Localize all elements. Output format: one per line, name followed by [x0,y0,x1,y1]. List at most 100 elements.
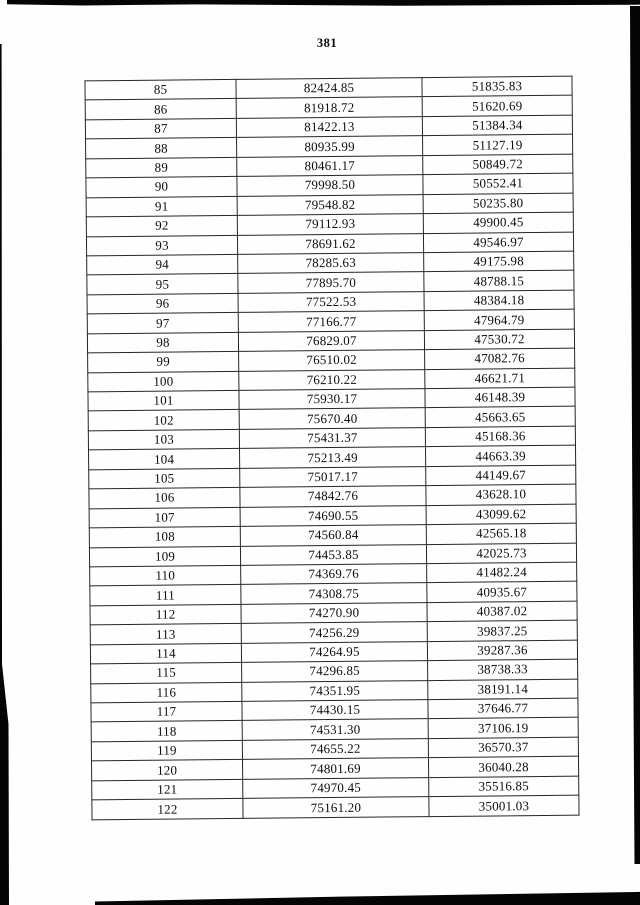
table-cell: 48788.15 [423,270,574,292]
table-cell: 47530.72 [424,328,575,350]
table-cell: 122 [91,798,244,820]
table-cell: 38738.33 [427,659,578,681]
table-cell: 45663.65 [425,406,576,428]
table-cell: 94 [86,254,238,276]
table-cell: 79112.93 [237,213,424,235]
table-cell: 88 [85,137,237,159]
table-cell: 76829.07 [238,330,425,352]
table-cell: 115 [90,662,242,684]
table-body: 85 82424.85 51835.83 86 81918.72 51620.69 87 81… [84,76,580,820]
scan-artifact-right-edge [630,6,640,864]
table-cell: 98 [87,332,239,353]
table-cell: 47964.79 [424,309,575,331]
table-cell: 118 [91,720,243,742]
table-cell: 95 [86,273,239,295]
table-cell: 78691.62 [237,233,424,255]
table-cell: 74369.76 [240,563,427,585]
table-cell: 74256.29 [241,621,428,644]
table-cell: 116 [90,681,242,703]
table-cell: 93 [86,234,238,256]
table-cell: 44149.67 [425,464,576,486]
table-cell: 74801.69 [242,757,429,780]
table-cell: 77166.77 [238,310,425,333]
table-cell: 36040.28 [428,756,579,778]
table-cell: 46621.71 [424,367,575,389]
table-cell: 104 [88,448,240,470]
table-cell: 39837.25 [427,620,578,642]
table-cell: 48384.18 [424,289,575,311]
table-cell: 90 [85,176,238,198]
table-cell: 77895.70 [237,271,425,294]
table-cell: 74655.22 [242,738,429,760]
table-cell: 74560.84 [240,524,427,546]
table-cell: 77522.53 [238,291,425,313]
table-cell: 74430.15 [241,699,429,721]
table-cell: 50235.80 [423,192,574,214]
table-cell: 39287.36 [427,639,578,661]
data-table: 85 82424.85 51835.83 86 81918.72 51620.69 87 81… [84,76,580,821]
table-cell: 87 [85,118,237,140]
table-cell: 40387.02 [426,600,578,622]
table-cell: 37646.77 [427,698,579,720]
table-cell: 74970.45 [242,777,429,799]
table-cell: 103 [88,429,240,451]
table-cell: 80935.99 [236,135,423,158]
table-cell: 82424.85 [235,77,423,99]
table-cell: 76210.22 [238,369,425,391]
table-row: 122 75161.20 35001.03 [91,795,580,820]
table-cell: 80461.17 [236,155,423,177]
table-cell: 51384.34 [422,115,573,136]
table-cell: 74264.95 [241,641,428,663]
table-cell: 74270.90 [240,602,428,624]
table-cell: 43099.62 [426,503,577,525]
table-cell: 113 [90,623,242,645]
table-cell: 101 [87,390,240,412]
table-cell: 38191.14 [427,678,578,700]
table-cell: 74296.85 [241,660,428,682]
table-cell: 37106.19 [428,717,579,739]
table-cell: 35516.85 [428,775,579,797]
table-cell: 99 [87,351,239,373]
table-cell: 89 [85,157,237,179]
scan-artifact-top-edge [7,0,640,6]
table-cell: 92 [86,215,238,237]
table-cell: 49546.97 [423,231,574,253]
table-cell: 74351.95 [241,680,428,702]
table-cell: 50552.41 [422,173,574,195]
table-cell: 110 [89,565,241,587]
table-cell: 120 [91,759,243,781]
table-cell: 74308.75 [240,582,427,605]
table-cell: 97 [87,312,239,334]
table-cell: 109 [89,545,241,567]
page-number: 381 [316,36,338,50]
table-cell: 35001.03 [428,795,580,817]
table-cell: 74690.55 [240,505,427,527]
table-cell: 50849.72 [422,153,573,175]
table-cell: 45168.36 [425,426,576,447]
table-cell: 42025.73 [426,542,577,564]
table-cell: 44663.39 [425,445,576,467]
table-cell: 79548.82 [237,194,424,216]
table-cell: 75213.49 [239,446,426,469]
table-cell: 85 [84,79,237,101]
scan-artifact-bottom-edge [95,891,640,905]
table-cell: 121 [91,779,243,801]
scan-artifact-left-edge [0,44,9,905]
table-cell: 112 [90,604,242,626]
table-cell: 79998.50 [236,174,424,197]
table-cell: 75930.17 [238,388,426,410]
table-cell: 74531.30 [242,719,429,741]
table-cell: 111 [89,584,241,606]
table-cell: 49175.98 [423,251,574,272]
table-cell: 75161.20 [242,796,430,819]
table-cell: 81422.13 [236,116,423,138]
table-cell: 46148.39 [424,387,576,409]
table-cell: 108 [89,526,241,548]
table-cell: 106 [88,487,241,509]
table-cell: 51620.69 [422,95,573,117]
table-cell: 51835.83 [421,76,573,98]
table-cell: 41482.24 [426,562,577,583]
table-cell: 51127.19 [422,134,573,156]
table-cell: 75017.17 [239,466,426,488]
